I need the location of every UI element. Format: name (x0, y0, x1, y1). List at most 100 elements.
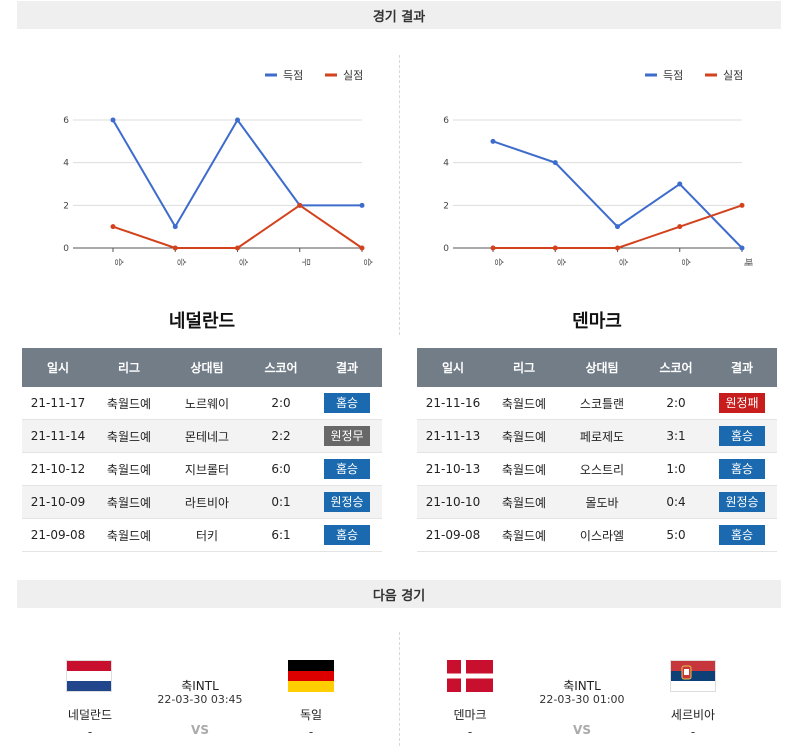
cell-league: 축월드예 (94, 485, 164, 519)
col-result-header: 결과 (707, 348, 777, 387)
cell-date: 21-11-14 (22, 419, 94, 453)
column-divider (399, 55, 400, 335)
legend-label: 득점 (283, 69, 303, 82)
data-point (172, 245, 178, 251)
results-section-title: 경기 결과 (372, 9, 426, 25)
netherlands-results-table: 일시 리그 상대팀 스코어 결과 21-11-17 축월드예 노르웨이 2:0 홈승 21… (22, 348, 382, 552)
cell-result: 원정승 (707, 485, 777, 519)
cell-league: 축월드예 (94, 419, 164, 453)
x-tick-label: 승 (555, 258, 566, 266)
cell-opponent[interactable]: 몰도바 (559, 485, 645, 519)
data-point (297, 202, 303, 208)
cell-score: 2:2 (250, 419, 312, 453)
cell-opponent[interactable]: 라트비아 (164, 485, 250, 519)
cell-result: 원정승 (312, 485, 382, 519)
series-line-conceded (112, 204, 363, 249)
cell-opponent[interactable]: 이스라엘 (559, 518, 645, 552)
data-point (110, 224, 116, 230)
cell-opponent[interactable]: 몬테네그 (164, 419, 250, 453)
y-tick-label: 4 (63, 159, 69, 169)
cell-result: 홈승 (707, 419, 777, 453)
cell-result: 원정패 (707, 387, 777, 420)
table-row: 21-09-08 축월드예 이스라엘 5:0 홈승 (417, 518, 777, 552)
next-section-header: 다음 경기 (17, 580, 781, 608)
data-point (235, 245, 240, 251)
cell-score: 6:1 (250, 518, 312, 552)
col-result-header: 결과 (312, 348, 382, 387)
next-match-denmark-serbia: 덴마크 - 축INTL 22-03-30 01:00 VS 세르비아 - (425, 650, 725, 745)
data-point (739, 245, 745, 251)
col-date-header: 일시 (417, 348, 489, 387)
cell-opponent[interactable]: 페로제도 (559, 419, 645, 453)
cell-date: 21-11-16 (417, 387, 489, 420)
cell-score: 5:0 (645, 518, 707, 552)
netherlands-flag-icon (66, 660, 112, 692)
team-title-denmark: 덴마크 (572, 311, 622, 332)
denmark-goals-chart: 0 2 4 6 승 승 승 승 패 득점 실점 (443, 69, 753, 266)
home-team-name[interactable]: 덴마크 (453, 708, 487, 722)
cell-league: 축월드예 (94, 452, 164, 486)
x-tick-label: 승 (238, 258, 249, 266)
cell-date: 21-10-12 (22, 452, 94, 486)
result-badge: 원정패 (719, 393, 765, 413)
y-tick-label: 0 (63, 244, 69, 254)
data-point (235, 117, 240, 123)
y-tick-label: 2 (443, 201, 449, 211)
away-team-name[interactable]: 독일 (299, 708, 323, 722)
next-section-title: 다음 경기 (372, 588, 426, 604)
cell-opponent[interactable]: 오스트리 (559, 452, 645, 486)
result-badge: 원정승 (324, 492, 370, 512)
cell-result: 홈승 (312, 452, 382, 486)
legend-label: 실점 (343, 69, 363, 82)
cell-result: 원정무 (312, 419, 382, 453)
home-team-name[interactable]: 네덜란드 (67, 708, 113, 722)
data-point (615, 245, 620, 251)
cell-score: 0:1 (250, 485, 312, 519)
cell-result: 홈승 (707, 452, 777, 486)
x-tick-label: 승 (175, 258, 186, 266)
germany-flag-icon (288, 660, 334, 692)
cell-score: 1:0 (645, 452, 707, 486)
result-badge: 홈승 (719, 459, 765, 479)
cell-league: 축월드예 (489, 485, 559, 519)
cell-opponent[interactable]: 노르웨이 (164, 387, 250, 420)
x-tick-label: 승 (493, 258, 504, 266)
data-point (110, 117, 116, 123)
cell-score: 3:1 (645, 419, 707, 453)
result-badge: 원정승 (719, 492, 765, 512)
col-score-header: 스코어 (645, 348, 707, 387)
data-point (359, 202, 365, 208)
cell-result: 홈승 (312, 518, 382, 552)
result-badge: 홈승 (324, 459, 370, 479)
away-team-score: - (308, 725, 314, 739)
legend-label: 실점 (723, 69, 743, 82)
x-tick-label: 승 (680, 258, 691, 266)
match-datetime: 22-03-30 03:45 (157, 693, 243, 706)
data-point (677, 181, 683, 187)
y-tick-label: 6 (63, 116, 69, 126)
serbia-flag-icon (670, 660, 716, 692)
cell-league: 축월드예 (489, 452, 559, 486)
result-badge: 홈승 (719, 426, 765, 446)
data-point (739, 202, 745, 208)
y-tick-label: 6 (443, 116, 449, 126)
table-row: 21-10-09 축월드예 라트비아 0:1 원정승 (22, 485, 382, 519)
y-tick-label: 0 (443, 244, 449, 254)
table-row: 21-11-17 축월드예 노르웨이 2:0 홈승 (22, 387, 382, 420)
away-team-name[interactable]: 세르비아 (670, 708, 716, 722)
cell-opponent[interactable]: 터키 (164, 518, 250, 552)
cell-opponent[interactable]: 스코틀랜 (559, 387, 645, 420)
away-team-score: - (690, 725, 696, 739)
match-league: 축INTL (563, 679, 601, 693)
cell-result: 홈승 (312, 387, 382, 420)
vs-label: VS (573, 723, 591, 737)
series-line-scored (112, 118, 362, 229)
results-section-header: 경기 결과 (17, 1, 781, 29)
col-score-header: 스코어 (250, 348, 312, 387)
denmark-results-table: 일시 리그 상대팀 스코어 결과 21-11-16 축월드예 스코틀랜 2:0 원정패 2… (417, 348, 777, 552)
cell-opponent[interactable]: 지브롤터 (164, 452, 250, 486)
data-point (615, 224, 620, 230)
x-tick-label: 승 (618, 258, 629, 266)
cell-date: 21-10-13 (417, 452, 489, 486)
cell-result: 홈승 (707, 518, 777, 552)
